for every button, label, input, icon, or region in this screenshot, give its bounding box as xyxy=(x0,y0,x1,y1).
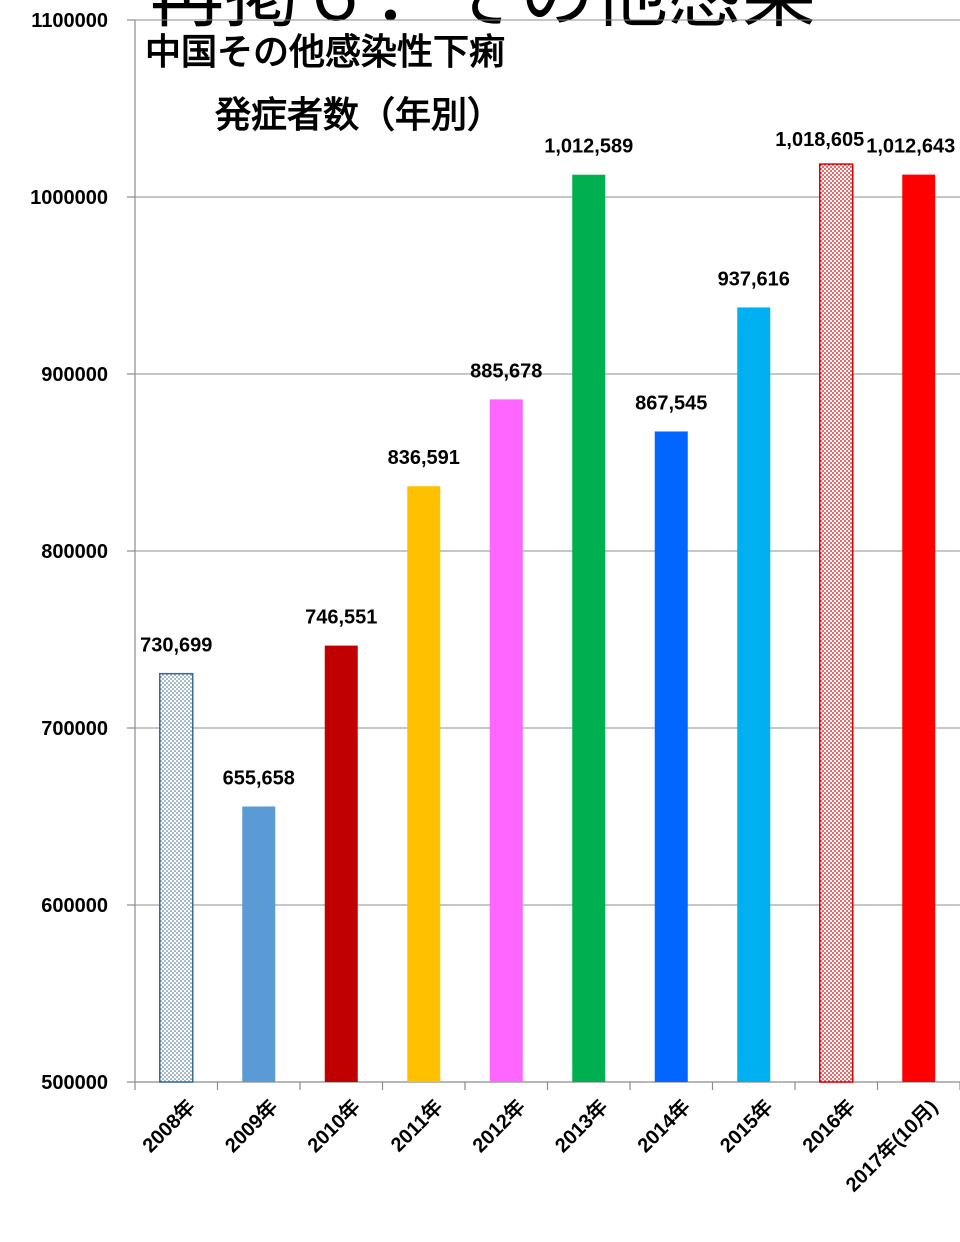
data-label: 867,545 xyxy=(635,392,707,414)
data-label: 1,018,605 xyxy=(775,129,864,151)
x-tick-label: 2012年 xyxy=(467,1095,530,1158)
data-label: 836,591 xyxy=(388,447,460,469)
bar-2015年 xyxy=(737,307,771,1082)
y-tick-label: 900000 xyxy=(41,364,108,386)
y-tick-label: 1100000 xyxy=(31,10,108,32)
y-tick-label: 600000 xyxy=(41,895,108,917)
x-tick-label: 2010年 xyxy=(302,1095,365,1158)
y-tick-label: 500000 xyxy=(41,1072,108,1094)
x-tick-label: 2016年 xyxy=(797,1095,860,1158)
bar-2008年 xyxy=(159,672,194,1083)
data-label: 1,012,643 xyxy=(866,136,955,158)
data-label: 1,012,589 xyxy=(544,136,633,158)
bar-2012年 xyxy=(489,399,523,1082)
y-tick-label: 800000 xyxy=(41,541,108,563)
x-tick-label: 2009年 xyxy=(220,1095,283,1158)
y-tick-label: 1000000 xyxy=(30,187,108,209)
bar-2010年 xyxy=(324,645,358,1082)
data-label: 730,699 xyxy=(140,635,212,657)
x-axis-tick-labels: 2008年 2009年 2010年 2011年 2012年 2013年 2014年 2015年… xyxy=(137,1095,942,1197)
bars xyxy=(159,163,936,1083)
x-tick-label: 2011年 xyxy=(385,1095,447,1157)
bar-2013年 xyxy=(572,174,606,1082)
x-tick-label: 2015年 xyxy=(715,1095,778,1158)
chart-title-line-1: 中国その他感染性下痢 xyxy=(145,32,505,73)
y-tick-label: 700000 xyxy=(41,718,108,740)
data-label: 746,551 xyxy=(305,607,377,629)
data-label: 885,678 xyxy=(470,360,542,382)
bar-2017年(10月) xyxy=(902,174,936,1082)
bar-2009年 xyxy=(242,806,276,1082)
data-labels: 730,699 655,658 746,551 836,591 885,678 1,012… xyxy=(140,129,955,789)
y-axis-tick-labels: 500000 600000 700000 800000 900000 1000000 110… xyxy=(30,10,108,1094)
x-tick-label: 2014年 xyxy=(632,1095,695,1158)
slide-title-banner: 再掲６：その他感染 xyxy=(150,0,816,38)
data-label: 937,616 xyxy=(718,268,790,290)
x-tick-label: 2013年 xyxy=(550,1095,613,1158)
bar-2014年 xyxy=(654,431,688,1083)
bar-2011年 xyxy=(407,486,441,1083)
x-tick-label: 2008年 xyxy=(137,1095,200,1158)
data-label: 655,658 xyxy=(223,767,295,789)
bar-2016年 xyxy=(819,163,854,1083)
chart-title-line-2: 発症者数（年別） xyxy=(215,95,503,136)
